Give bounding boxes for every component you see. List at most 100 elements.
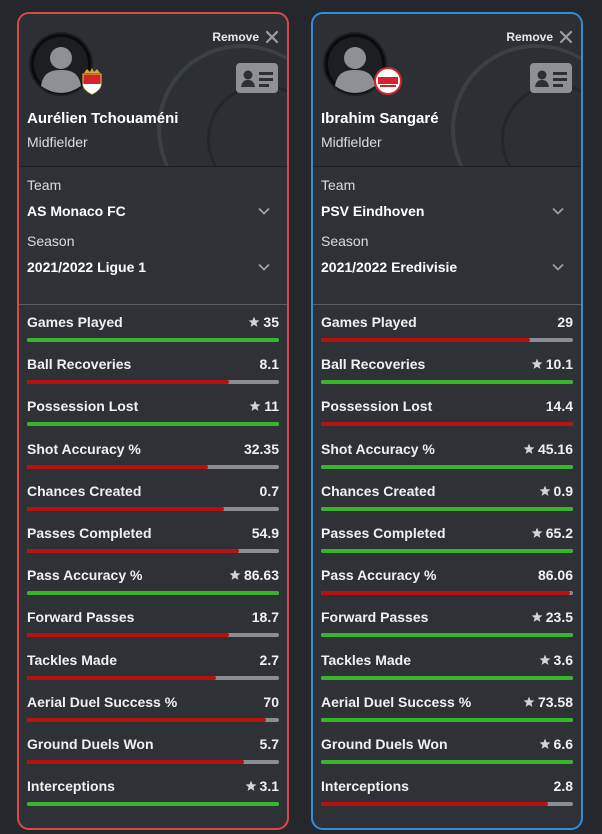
stat-label: Forward Passes (321, 609, 429, 626)
stat-row: Passes Completed 54.9 (27, 525, 279, 567)
stat-label: Passes Completed (321, 524, 446, 541)
stat-bar (321, 422, 573, 427)
stat-bar-fill (27, 802, 279, 807)
star-icon (523, 443, 535, 454)
team-select[interactable]: PSV Eindhoven (321, 203, 573, 219)
star-icon (539, 738, 550, 749)
stat-value-group: 3.6 (539, 652, 573, 668)
player-name: Ibrahim Sangaré (321, 110, 439, 127)
stat-value: 32.35 (243, 440, 279, 457)
stat-bar (321, 548, 573, 553)
stat-row: Games Played 35 (27, 314, 279, 356)
stat-bar-fill (321, 506, 573, 511)
stat-bar (321, 802, 573, 807)
stat-bar-fill (321, 633, 573, 638)
stat-bar (27, 506, 279, 511)
stat-value-group: 45.16 (523, 441, 573, 457)
stat-bar (27, 675, 279, 680)
stat-bar (27, 591, 279, 596)
stat-bar (321, 591, 573, 596)
player-card-2: Remove Ibrahim Sangaré Midfielder Team P… (311, 12, 583, 830)
stats-list: Games Played 35 Ball Recoveries 8.1 Possessi… (19, 305, 287, 820)
stat-label: Ball Recoveries (321, 356, 426, 373)
star-icon (539, 654, 550, 665)
stat-value: 86.06 (537, 567, 573, 584)
stat-label: Ground Duels Won (321, 735, 448, 752)
stat-value-group: 6.6 (539, 736, 573, 752)
stat-value-group: 2.8 (554, 778, 573, 794)
season-label: Season (321, 233, 369, 249)
stat-label: Forward Passes (27, 609, 135, 626)
stat-row: Chances Created 0.9 (321, 483, 573, 525)
stat-label: Shot Accuracy % (27, 440, 141, 457)
stat-label: Games Played (321, 314, 417, 330)
season-select[interactable]: 2021/2022 Ligue 1 (27, 259, 279, 275)
stat-bar (27, 422, 279, 427)
stat-bar (27, 717, 279, 722)
stat-value: 2.8 (553, 778, 573, 795)
close-icon (559, 30, 573, 44)
id-card-icon[interactable] (235, 60, 279, 96)
stat-row: Forward Passes 23.5 (321, 609, 573, 651)
stat-label: Pass Accuracy % (27, 567, 143, 584)
player-card-1: Remove Aurélien Tchouaméni Midfielder Te… (17, 12, 289, 830)
psv-badge-icon (373, 66, 402, 96)
stat-bar-fill (27, 506, 224, 511)
stat-value: 2.7 (259, 651, 279, 668)
team-label: Team (27, 177, 62, 193)
stat-value: 65.2 (545, 524, 573, 541)
star-icon (229, 569, 241, 581)
id-card-icon[interactable] (529, 60, 573, 96)
stat-row: Ball Recoveries 8.1 (27, 356, 279, 398)
stat-value: 70 (263, 693, 279, 710)
player-name: Aurélien Tchouaméni (27, 110, 179, 127)
stat-bar (321, 380, 573, 385)
stat-row: Aerial Duel Success % 73.58 (321, 694, 573, 736)
stat-value-group: 18.7 (252, 609, 279, 625)
team-select[interactable]: AS Monaco FC (27, 203, 279, 219)
stat-bar-fill (321, 548, 573, 553)
stat-value-group: 86.63 (229, 567, 279, 583)
player-avatar-icon (323, 32, 387, 96)
stat-value: 0.7 (259, 482, 279, 499)
stat-bar-fill (321, 717, 573, 722)
star-icon (531, 358, 543, 370)
stat-value: 45.16 (537, 440, 573, 457)
stat-value-group: 35 (248, 314, 279, 330)
stat-value: 8.1 (259, 356, 279, 373)
stat-bar-fill (27, 464, 209, 469)
stat-row: Shot Accuracy % 45.16 (321, 441, 573, 483)
stat-row: Interceptions 3.1 (27, 778, 279, 820)
stat-bar (27, 464, 279, 469)
stat-value-group: 23.5 (531, 609, 573, 625)
team-value: AS Monaco FC (27, 203, 126, 219)
chevron-down-icon (258, 207, 270, 215)
stat-bar-fill (27, 591, 279, 596)
stat-label: Tackles Made (27, 651, 118, 668)
star-icon (249, 316, 260, 327)
stat-label: Ground Duels Won (27, 735, 154, 752)
stat-value-group: 73.58 (523, 694, 573, 710)
player-header: Remove Aurélien Tchouaméni Midfielder (19, 14, 287, 166)
chevron-down-icon (258, 263, 270, 271)
stat-row: Ground Duels Won 5.7 (27, 736, 279, 778)
remove-button[interactable]: Remove (212, 30, 279, 44)
stat-label: Ball Recoveries (27, 356, 132, 373)
stat-row: Possession Lost 11 (27, 398, 279, 440)
stat-row: Aerial Duel Success % 70 (27, 694, 279, 736)
stat-bar (27, 633, 279, 638)
remove-button[interactable]: Remove (506, 30, 573, 44)
stat-bar-fill (27, 548, 239, 553)
stat-row: Possession Lost 14.4 (321, 398, 573, 440)
stat-row: Pass Accuracy % 86.63 (27, 567, 279, 609)
stat-value-group: 65.2 (531, 525, 573, 541)
stat-bar (321, 506, 573, 511)
stat-label: Interceptions (321, 778, 409, 795)
season-select[interactable]: 2021/2022 Eredivisie (321, 259, 573, 275)
stat-row: Interceptions 2.8 (321, 778, 573, 820)
stat-row: Games Played 29 (321, 314, 573, 356)
stat-value: 86.63 (243, 567, 279, 584)
stat-row: Chances Created 0.7 (27, 483, 279, 525)
stat-bar (321, 464, 573, 469)
stat-bar-fill (321, 464, 573, 469)
